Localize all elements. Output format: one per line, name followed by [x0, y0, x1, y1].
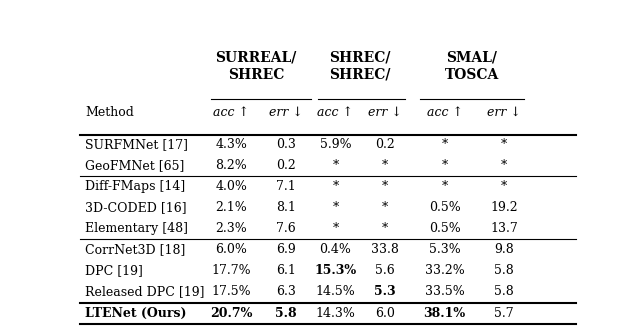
Text: Diff-FMaps [14]: Diff-FMaps [14] [85, 180, 185, 193]
Text: 13.7: 13.7 [490, 222, 518, 235]
Text: acc ↑: acc ↑ [427, 106, 463, 119]
Text: *: * [382, 180, 388, 193]
Text: 8.2%: 8.2% [216, 159, 247, 172]
Text: 5.3%: 5.3% [429, 243, 460, 256]
Text: err ↓: err ↓ [487, 106, 521, 119]
Text: SMAL/
TOSCA: SMAL/ TOSCA [445, 50, 499, 82]
Text: 7.6: 7.6 [276, 222, 296, 235]
Text: 4.0%: 4.0% [215, 180, 247, 193]
Text: 6.0: 6.0 [375, 307, 395, 320]
Text: 14.5%: 14.5% [316, 286, 355, 299]
Text: *: * [442, 159, 448, 172]
Text: 2.3%: 2.3% [216, 222, 247, 235]
Text: acc ↑: acc ↑ [213, 106, 250, 119]
Text: *: * [382, 159, 388, 172]
Text: 5.9%: 5.9% [319, 138, 351, 151]
Text: *: * [501, 159, 508, 172]
Text: 6.3: 6.3 [276, 286, 296, 299]
Text: 5.6: 5.6 [375, 264, 395, 277]
Text: 2.1%: 2.1% [216, 201, 247, 214]
Text: *: * [501, 138, 508, 151]
Text: 17.7%: 17.7% [211, 264, 251, 277]
Text: 4.3%: 4.3% [215, 138, 247, 151]
Text: *: * [382, 201, 388, 214]
Text: *: * [442, 138, 448, 151]
Text: *: * [332, 201, 339, 214]
Text: 33.5%: 33.5% [425, 286, 465, 299]
Text: Released DPC [19]: Released DPC [19] [85, 286, 204, 299]
Text: 6.1: 6.1 [276, 264, 296, 277]
Text: 5.7: 5.7 [494, 307, 514, 320]
Text: DPC [19]: DPC [19] [85, 264, 143, 277]
Text: Method: Method [85, 106, 134, 119]
Text: 0.2: 0.2 [375, 138, 395, 151]
Text: 14.3%: 14.3% [316, 307, 355, 320]
Text: 17.5%: 17.5% [211, 286, 251, 299]
Text: *: * [332, 159, 339, 172]
Text: 38.1%: 38.1% [424, 307, 466, 320]
Text: *: * [501, 180, 508, 193]
Text: 9.8: 9.8 [494, 243, 514, 256]
Text: 5.8: 5.8 [275, 307, 297, 320]
Text: 6.0%: 6.0% [215, 243, 247, 256]
Text: 3D-CODED [16]: 3D-CODED [16] [85, 201, 187, 214]
Text: 0.5%: 0.5% [429, 201, 460, 214]
Text: acc ↑: acc ↑ [317, 106, 353, 119]
Text: err ↓: err ↓ [269, 106, 303, 119]
Text: 5.8: 5.8 [494, 286, 514, 299]
Text: 0.4%: 0.4% [319, 243, 351, 256]
Text: 0.2: 0.2 [276, 159, 296, 172]
Text: 20.7%: 20.7% [210, 307, 252, 320]
Text: *: * [382, 222, 388, 235]
Text: 6.9: 6.9 [276, 243, 296, 256]
Text: LTENet (Ours): LTENet (Ours) [85, 307, 186, 320]
Text: 5.8: 5.8 [494, 264, 514, 277]
Text: 0.3: 0.3 [276, 138, 296, 151]
Text: 0.5%: 0.5% [429, 222, 460, 235]
Text: err ↓: err ↓ [368, 106, 402, 119]
Text: 5.3: 5.3 [374, 286, 396, 299]
Text: 33.8: 33.8 [371, 243, 399, 256]
Text: *: * [442, 180, 448, 193]
Text: 33.2%: 33.2% [425, 264, 465, 277]
Text: 19.2: 19.2 [490, 201, 518, 214]
Text: *: * [332, 180, 339, 193]
Text: SURFMNet [17]: SURFMNet [17] [85, 138, 188, 151]
Text: *: * [332, 222, 339, 235]
Text: 15.3%: 15.3% [314, 264, 356, 277]
Text: SHREC/
SHREC/: SHREC/ SHREC/ [330, 50, 391, 82]
Text: 7.1: 7.1 [276, 180, 296, 193]
Text: Elementary [48]: Elementary [48] [85, 222, 188, 235]
Text: 8.1: 8.1 [276, 201, 296, 214]
Text: SURREAL/
SHREC: SURREAL/ SHREC [216, 50, 297, 82]
Text: GeoFMNet [65]: GeoFMNet [65] [85, 159, 184, 172]
Text: CorrNet3D [18]: CorrNet3D [18] [85, 243, 186, 256]
